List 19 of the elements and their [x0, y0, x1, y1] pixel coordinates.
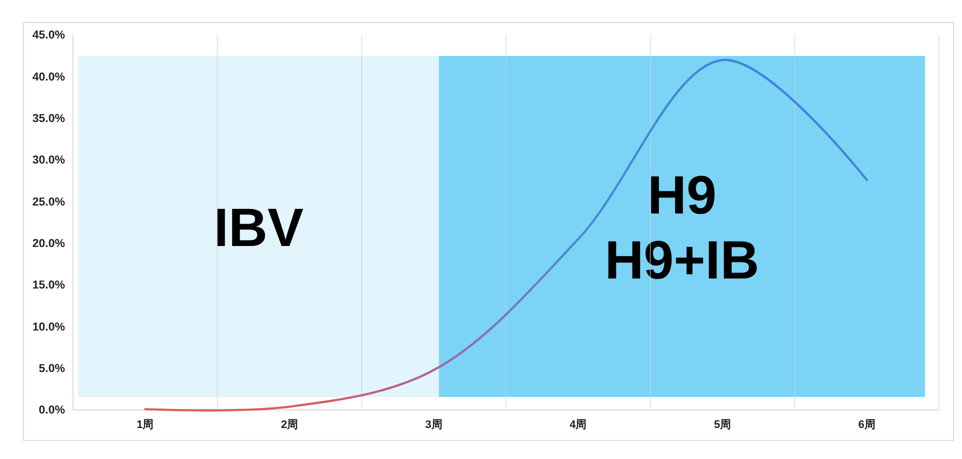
- annotation: IBV: [213, 198, 304, 258]
- y-tick-label: 45.0%: [32, 30, 65, 42]
- y-tick-label: 5.0%: [38, 363, 65, 376]
- x-tick-label: 1周: [136, 418, 154, 431]
- x-tick-label: 5周: [714, 418, 732, 431]
- annotation: H9 H9+IB: [604, 165, 760, 290]
- y-tick-label: 35.0%: [32, 113, 65, 126]
- line-series: [144, 58, 868, 412]
- y-tick-label: 0.0%: [38, 404, 65, 417]
- y-tick-label: 20.0%: [32, 238, 65, 250]
- x-tick-label: 3周: [425, 418, 442, 431]
- x-tick-label: 4周: [570, 418, 587, 431]
- x-tick-label: 6周: [858, 418, 876, 431]
- y-tick-label: 30.0%: [32, 154, 65, 167]
- y-tick-label: 40.0%: [32, 71, 65, 84]
- y-tick-label: 10.0%: [32, 321, 65, 334]
- x-tick-label: 2周: [280, 418, 298, 431]
- y-tick-label: 25.0%: [32, 196, 65, 208]
- y-tick-label: 15.0%: [32, 280, 65, 292]
